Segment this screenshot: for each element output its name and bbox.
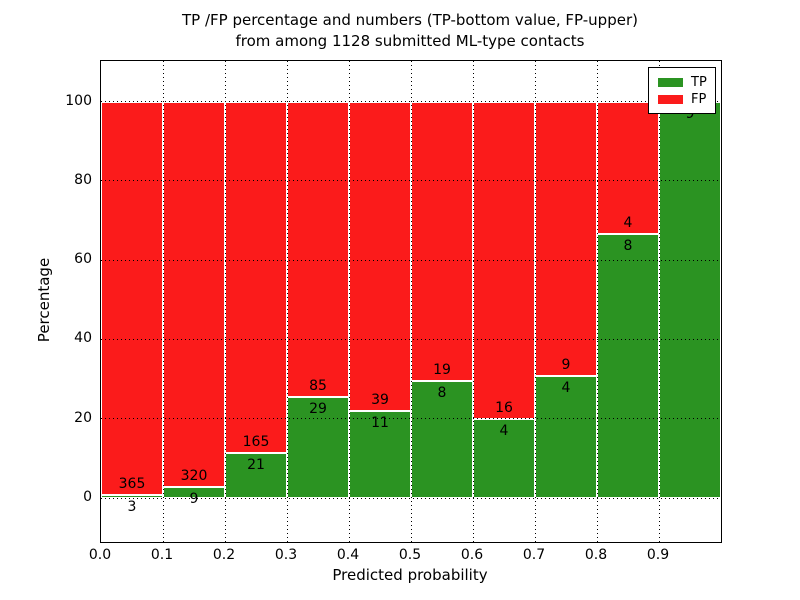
chart-title-line2: from among 1128 submitted ML-type contac… (235, 32, 585, 50)
x-tick-label: 0.9 (646, 547, 670, 563)
x-gridline (472, 61, 474, 542)
tp-count-label: 3 (127, 498, 137, 515)
legend-item-fp: FP (658, 91, 715, 107)
chart-title-line1: TP /FP percentage and numbers (TP-bottom… (182, 11, 638, 29)
fp-count-label: 320 (180, 468, 208, 485)
x-gridline (534, 61, 536, 542)
fp-bar-segment (225, 101, 287, 454)
fp-count-label: 9 (561, 357, 571, 373)
x-tick-label: 0.5 (398, 547, 422, 563)
tp-legend-swatch (658, 77, 683, 87)
fp-bar-segment (597, 101, 659, 234)
fp-bar-segment (535, 101, 597, 376)
x-tick-label: 0.4 (336, 547, 360, 563)
x-tick-label: 0.3 (274, 547, 298, 563)
fp-count-label: 165 (242, 434, 270, 451)
tp-count-label: 11 (371, 414, 389, 431)
x-gridline (224, 61, 226, 542)
tp-count-label: 9 (189, 491, 199, 508)
fp-count-label: 85 (309, 378, 327, 395)
fp-bar-segment (163, 101, 225, 488)
x-gridline (348, 61, 350, 542)
x-axis-label: Predicted probability (332, 566, 488, 584)
tp-bar-segment (659, 101, 721, 498)
x-gridline (658, 61, 660, 542)
fp-count-label: 39 (371, 391, 389, 408)
x-tick-label: 0.8 (584, 547, 608, 563)
fp-count-label: 365 (118, 475, 146, 492)
x-tick-label: 0.7 (522, 547, 546, 563)
fp-legend-label: FP (691, 91, 707, 107)
y-tick-label: 80 (74, 171, 92, 188)
fp-bar-segment (287, 101, 349, 398)
y-tick-label: 100 (65, 92, 92, 109)
tp-bar-segment (349, 410, 411, 498)
x-tick-label: 0.1 (150, 547, 174, 563)
fp-bar-segment (411, 101, 473, 381)
fp-count-label: 19 (433, 361, 451, 378)
tp-bar-segment (473, 418, 535, 498)
fp-count-label: 4 (623, 214, 633, 231)
x-tick-label: 0.6 (460, 547, 484, 563)
fp-count-label: 16 (495, 399, 513, 416)
y-tick-label: 20 (74, 409, 92, 426)
x-gridline (596, 61, 598, 542)
fp-legend-swatch (658, 94, 683, 104)
legend: TP FP (648, 67, 716, 114)
tp-bar-segment (287, 397, 349, 498)
tp-bar-segment (535, 376, 597, 498)
y-tick-label: 60 (74, 251, 92, 268)
x-gridline (286, 61, 288, 542)
tp-count-label: 29 (309, 401, 327, 418)
tp-count-label: 8 (623, 237, 633, 254)
fp-bar-segment (349, 101, 411, 411)
tp-bar-segment (597, 233, 659, 498)
legend-item-tp: TP (658, 74, 715, 90)
y-tick-label: 40 (74, 330, 92, 347)
y-tick-label: 0 (83, 489, 92, 505)
chart-title: TP /FP percentage and numbers (TP-bottom… (100, 10, 720, 52)
x-tick-label: 0.2 (212, 547, 236, 563)
tp-count-label: 8 (437, 384, 447, 401)
x-gridline (162, 61, 164, 542)
plot-area: 36533209165218529391119816494489 TP FP (100, 60, 722, 543)
x-gridline (410, 61, 412, 542)
tp-count-label: 21 (247, 457, 265, 474)
tp-count-label: 4 (499, 422, 509, 439)
fp-bar-segment (101, 101, 163, 495)
tp-count-label: 4 (561, 380, 571, 396)
x-tick-label: 0.0 (88, 547, 112, 563)
tp-legend-label: TP (691, 74, 707, 90)
